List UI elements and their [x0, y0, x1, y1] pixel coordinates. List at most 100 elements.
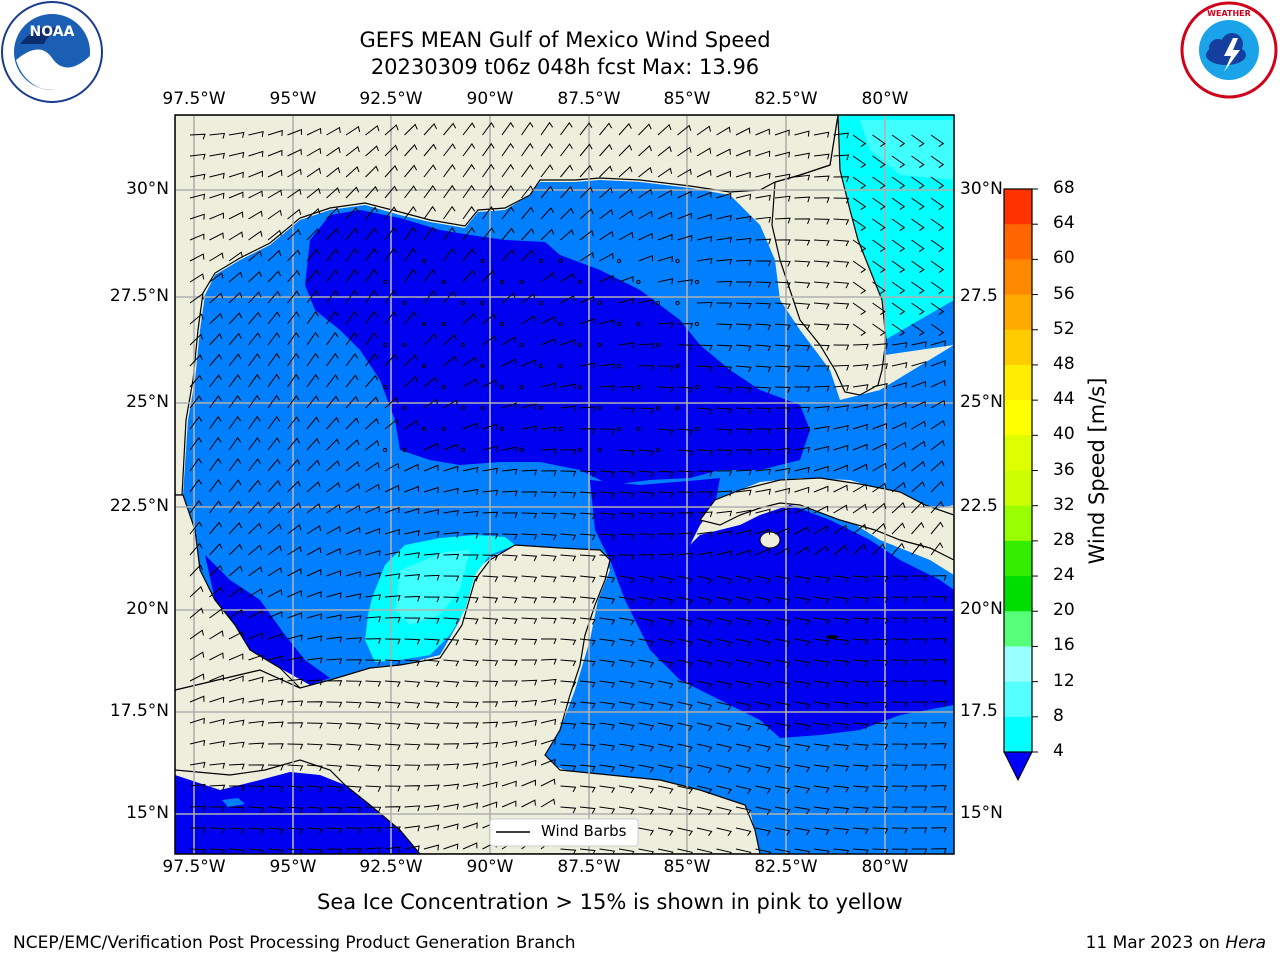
wind-barb-calm: [538, 363, 544, 369]
colorbar: [1003, 188, 1038, 782]
wind-barb: [579, 230, 594, 241]
wind-barb: [384, 311, 398, 325]
wind-barb: [794, 827, 811, 836]
wind-barb: [462, 466, 479, 473]
wind-barb: [755, 323, 772, 331]
wind-barb: [560, 533, 577, 541]
wind-barb: [833, 722, 850, 730]
wind-barb: [735, 827, 752, 836]
wind-barb: [755, 194, 771, 201]
wind-barb: [384, 397, 399, 409]
wind-barb: [306, 437, 320, 451]
wind-barb: [755, 680, 772, 689]
wind-barb: [774, 701, 791, 710]
wind-barb: [501, 575, 518, 583]
wind-barb: [267, 633, 283, 640]
wind-barb: [423, 638, 440, 646]
wind-barb: [482, 721, 499, 728]
wind-barb: [833, 504, 848, 514]
wind-barb: [365, 227, 378, 241]
wind-barb: [443, 399, 458, 409]
wind-barb: [872, 502, 887, 514]
wind-barb-calm: [519, 279, 524, 285]
wind-barb: [443, 743, 460, 749]
wind-barb: [384, 680, 401, 688]
wind-barb: [657, 124, 672, 136]
wind-barb: [813, 260, 830, 268]
wind-barb: [560, 273, 575, 283]
wind-barb: [833, 617, 850, 625]
wind-barb: [209, 630, 224, 640]
wind-barb: [384, 806, 401, 812]
wind-barb: [599, 533, 616, 541]
wind-barb: [365, 165, 379, 178]
wind-barb: [872, 827, 889, 834]
wind-barb: [774, 487, 791, 494]
wind-barb: [755, 260, 772, 267]
wind-barb: [306, 503, 321, 514]
lon-label-bottom: 85°W: [663, 857, 711, 877]
wind-barb: [345, 310, 359, 325]
wind-barb: [794, 617, 811, 626]
wind-barb: [930, 743, 947, 749]
wind-barb: [833, 638, 850, 646]
wind-barb: [521, 359, 536, 367]
wind-barb: [228, 171, 244, 178]
wind-barb-calm: [597, 300, 602, 306]
wind-barb: [365, 374, 379, 388]
wind-barb: [228, 251, 243, 262]
wind-barb: [209, 827, 226, 834]
wind-barb: [911, 400, 926, 409]
wind-barb: [599, 470, 616, 478]
wind-barb: [189, 848, 206, 854]
wind-barb: [540, 512, 557, 520]
wind-barb: [930, 460, 945, 472]
wind-barb: [209, 333, 223, 346]
wind-barb: [696, 511, 713, 518]
wind-barb: [248, 742, 265, 749]
wind-barb: [365, 806, 382, 813]
wind-barb: [189, 717, 205, 724]
wind-barb: [228, 631, 244, 640]
wind-barb: [755, 701, 772, 710]
wind-barb: [872, 575, 889, 582]
wind-barb: [248, 311, 262, 325]
wind-barb: [696, 827, 713, 837]
wind-barb: [228, 231, 244, 241]
wind-barb: [794, 196, 811, 203]
wind-barb: [267, 827, 284, 835]
wind-barb: [657, 617, 674, 626]
wind-barb: [813, 302, 830, 310]
wind-barb: [911, 218, 925, 232]
wind-barb: [326, 785, 343, 793]
wind-barb: [404, 144, 418, 157]
wind-barb: [423, 442, 439, 451]
wind-barb: [852, 701, 869, 709]
wind-barb-calm: [382, 279, 388, 285]
wind-barb: [267, 149, 283, 157]
wind-barb: [345, 637, 362, 644]
wind-barb: [696, 617, 713, 627]
wind-barb: [189, 193, 206, 200]
wind-barb: [404, 574, 421, 580]
wind-barb: [540, 426, 557, 433]
wind-barb: [189, 457, 203, 472]
wind-barb: [228, 719, 245, 726]
wind-barb: [696, 551, 713, 558]
wind-barb: [638, 617, 655, 626]
wind-barb: [209, 415, 222, 430]
wind-barb: [326, 503, 341, 514]
wind-barb: [599, 512, 616, 520]
wind-barb: [462, 532, 479, 539]
wind-barb: [306, 416, 320, 430]
wind-barb: [891, 134, 906, 148]
wind-barb-calm: [655, 447, 661, 453]
wind-barb: [189, 651, 205, 661]
wind-barb: [872, 281, 886, 295]
wind-barb: [267, 129, 283, 136]
wind-barb: [794, 848, 811, 854]
wind-barb: [462, 822, 478, 829]
wind-barb: [189, 500, 203, 514]
wind-barb: [872, 680, 889, 687]
wind-barb: [716, 344, 733, 352]
